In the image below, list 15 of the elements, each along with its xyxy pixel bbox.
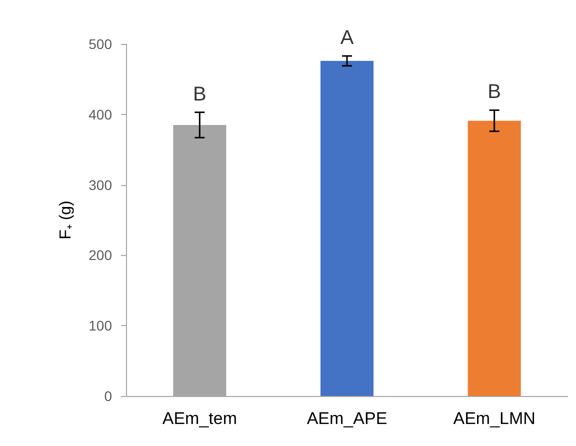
y-tick-label: 0 (104, 388, 112, 404)
y-tick-label: 200 (88, 247, 112, 264)
x-tick-label: AEm_tem (162, 409, 237, 428)
x-tick-label: AEm_LMN (453, 409, 536, 428)
bar (320, 60, 374, 396)
annotation: B (192, 83, 206, 106)
y-axis-title: F₊ (g) (58, 200, 74, 240)
y-tick-label: 500 (88, 36, 112, 52)
annotation: A (340, 26, 354, 49)
y-tick-label: 400 (88, 106, 112, 122)
y-tick-label: 100 (88, 318, 112, 334)
x-tick-label: AEm_APE (306, 409, 388, 428)
y-tick-label: 300 (88, 176, 112, 193)
annotation: B (488, 81, 502, 104)
bar (468, 120, 521, 396)
